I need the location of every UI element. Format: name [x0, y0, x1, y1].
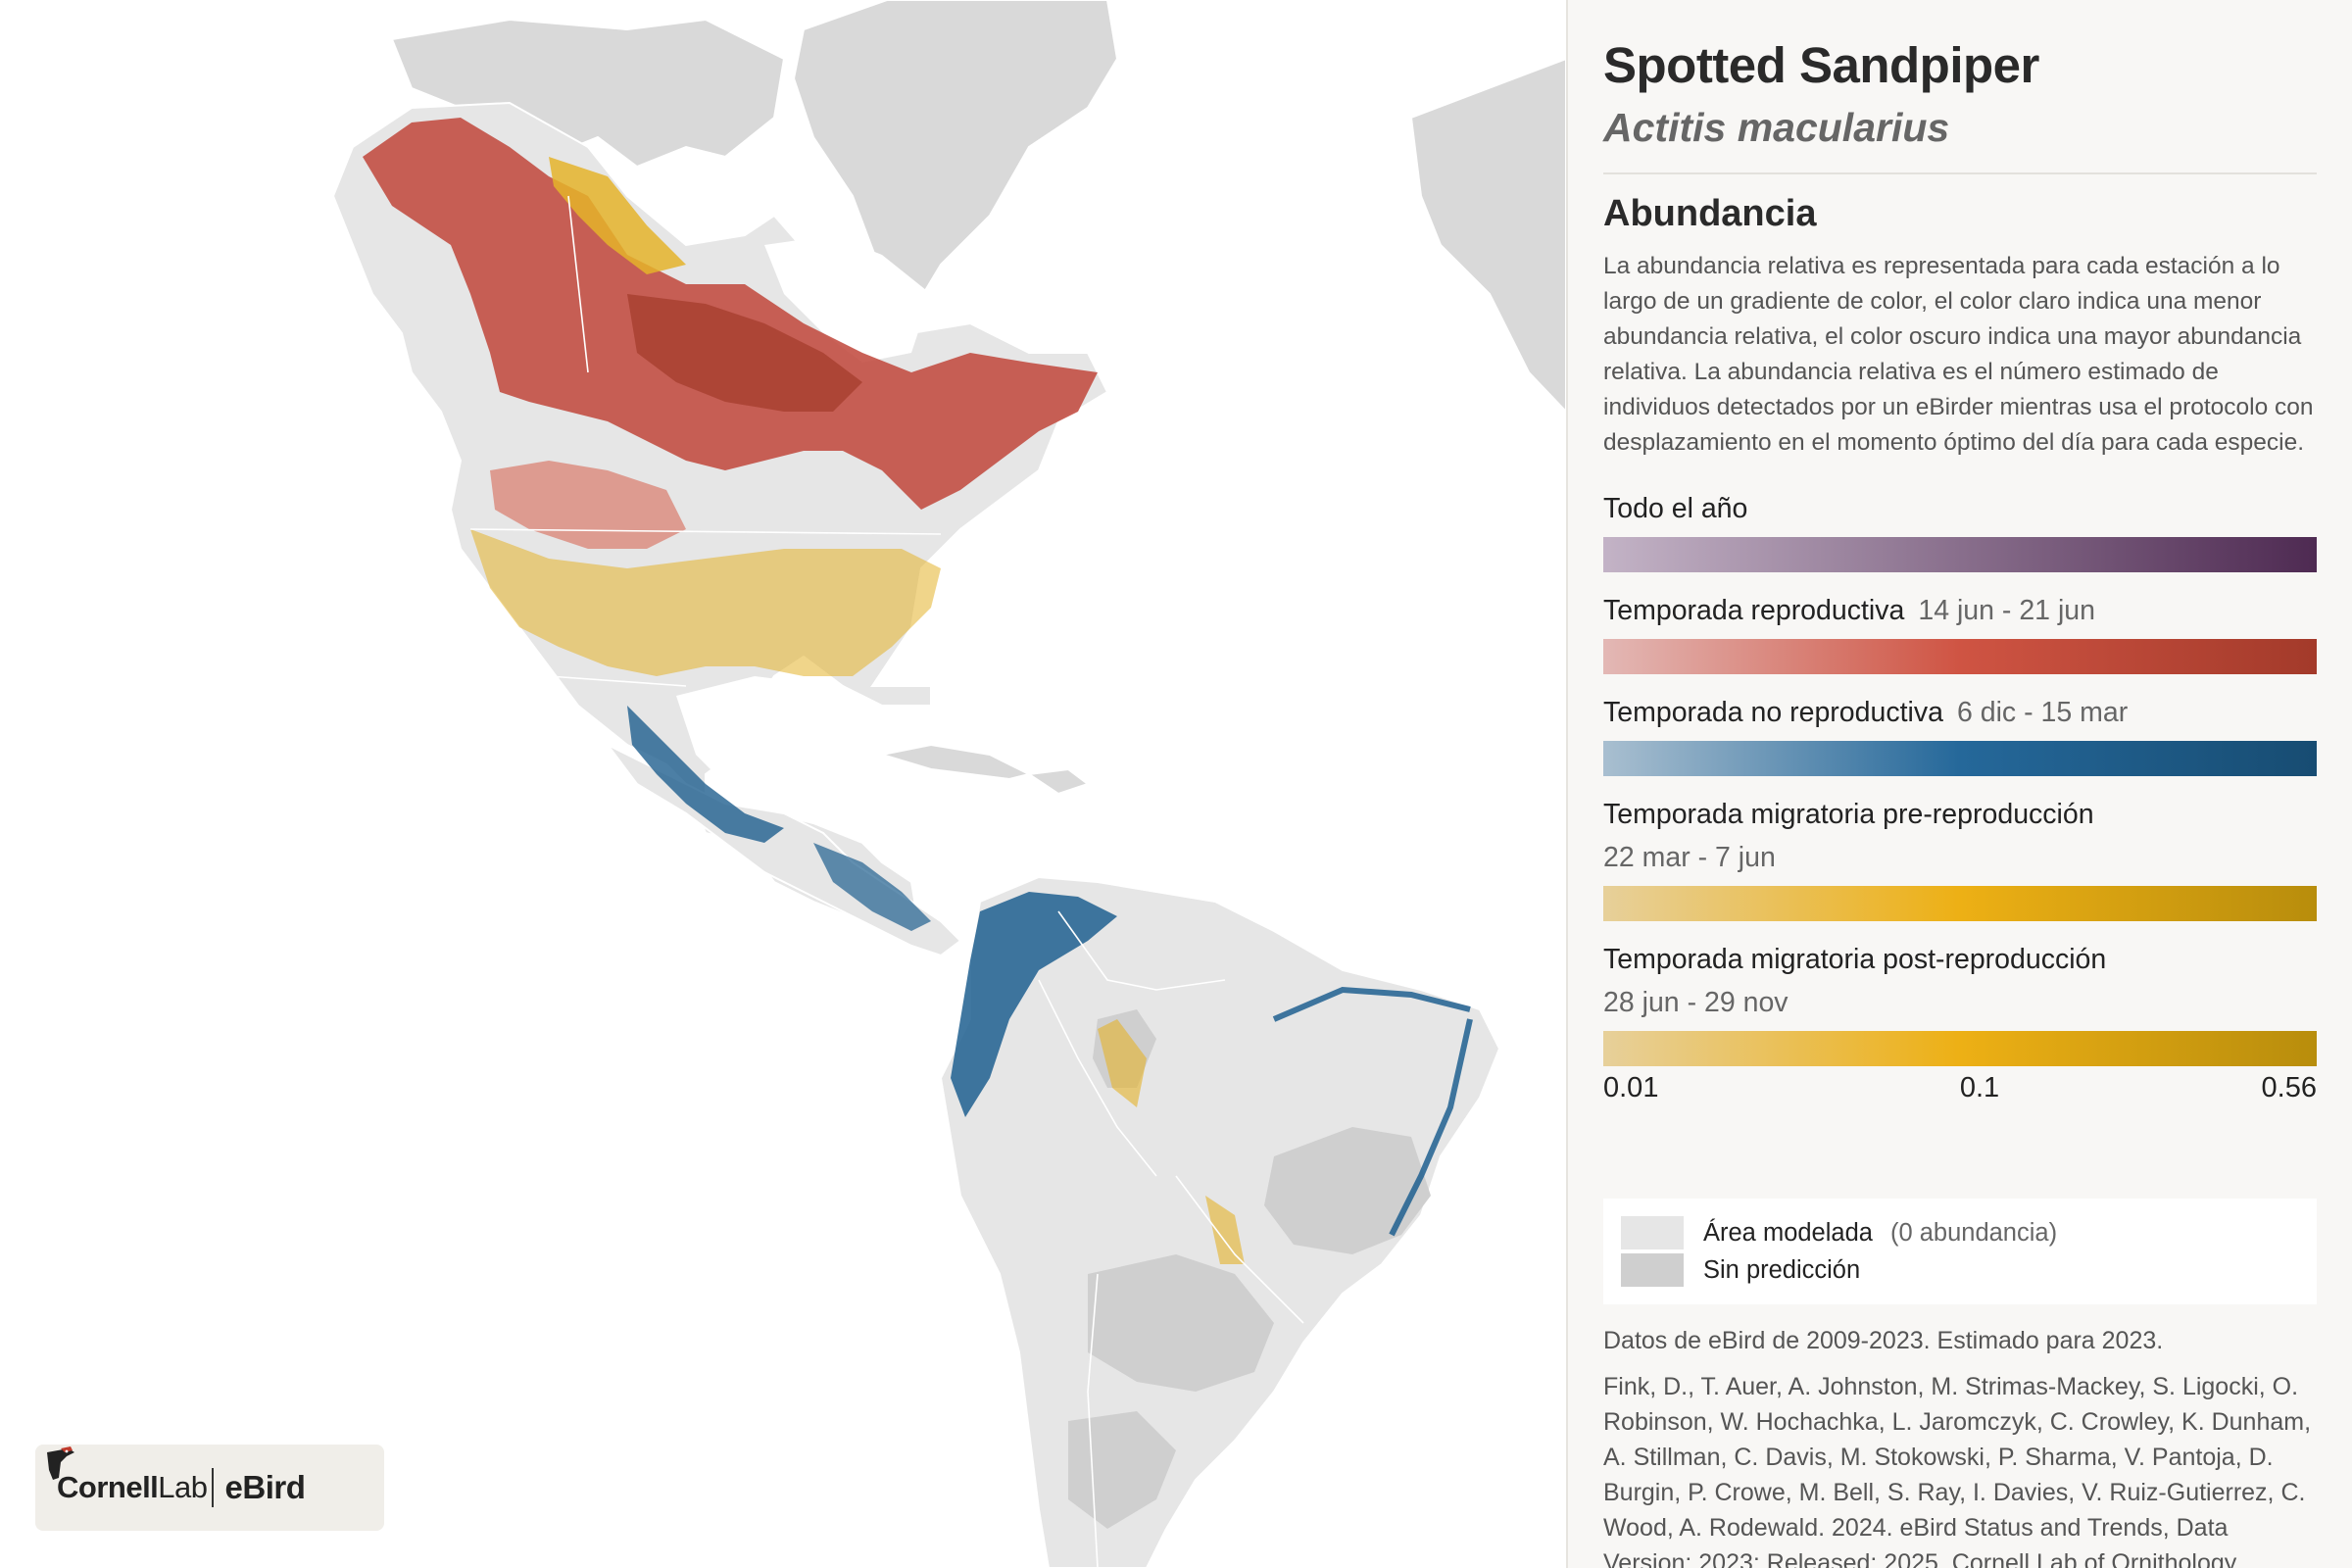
season-breeding: Temporada reproductiva 14 jun - 21 jun [1603, 592, 2317, 674]
ebird-wordmark: eBird [224, 1469, 306, 1505]
season-dates: 6 dic - 15 mar [1956, 697, 2129, 728]
nonbreeding-range-mexico [627, 706, 784, 843]
data-source-text: Datos de eBird de 2009-2023. Estimado pa… [1603, 1327, 2164, 1354]
season-label: Todo el año [1603, 493, 1748, 524]
season-color-bar [1603, 741, 2317, 776]
season-nonbreeding: Temporada no reproductiva 6 dic - 15 mar [1603, 694, 2317, 776]
cuba [881, 743, 1032, 781]
season-label: Temporada migratoria post-reproducción [1603, 944, 2107, 975]
breeding-range-patch [627, 294, 862, 412]
no-prediction-area [1264, 1127, 1431, 1254]
nonbreeding-range-andes [951, 892, 1117, 1117]
woodpecker-icon [47, 1446, 74, 1480]
scale-tick-max: 0.56 [2261, 1072, 2317, 1103]
abundance-scale-ticks: 0.01 0.1 0.56 [1603, 1072, 2317, 1104]
logo-divider [211, 1468, 214, 1507]
scale-tick-mid: 0.1 [1959, 1072, 2000, 1103]
season-color-bar [1603, 1031, 2317, 1066]
season-year-round: Todo el año [1603, 490, 2317, 572]
no-prediction-area [1068, 1411, 1176, 1529]
species-scientific-name: Actitis macularius [1603, 105, 1950, 150]
divider [1603, 172, 2317, 174]
season-color-bar [1603, 537, 2317, 572]
hispaniola [1026, 767, 1091, 796]
scale-tick-min: 0.01 [1603, 1072, 1659, 1103]
abundance-description: La abundancia relativa es representada p… [1603, 253, 2314, 456]
species-common-name: Spotted Sandpiper [1603, 37, 2039, 93]
season-postbreeding-migration: Temporada migratoria post-reproducción 2… [1603, 941, 2317, 1066]
season-label: Temporada no reproductiva [1603, 697, 1943, 728]
season-dates: 28 jun - 29 nov [1603, 987, 1788, 1018]
gulf-of-mexico [676, 676, 902, 784]
season-color-bar [1603, 886, 2317, 921]
abundance-title: Abundancia [1603, 193, 1817, 234]
modeled-area-label: Área modelada [1703, 1218, 1873, 1247]
season-dates: 22 mar - 7 jun [1603, 842, 1776, 873]
modeled-area-note: (0 abundancia) [1889, 1218, 2058, 1247]
cornell-ebird-logo[interactable]: CornellLab eBird [35, 1445, 384, 1531]
range-map[interactable]: CornellLab eBird [0, 0, 1566, 1568]
season-legend: Todo el año Temporada reproductiva 14 jun… [1603, 490, 2317, 1104]
no-prediction-area [1088, 1254, 1274, 1392]
cornell-lab-wordmark: CornellLab [57, 1470, 208, 1504]
hudson-bay [764, 235, 931, 363]
greenland-landmass [792, 0, 1119, 316]
nonbreeding-range-coast [1272, 986, 1473, 1237]
migration-range-sa [1098, 1019, 1147, 1107]
breeding-range-patch [490, 461, 686, 549]
season-prebreeding-migration: Temporada migratoria pre-reproducción 22… [1603, 796, 2317, 921]
map-canvas [331, 0, 1566, 1568]
legend-modeled-area: Área modelada (0 abundancia) [1621, 1214, 2299, 1251]
legend-no-prediction: Sin predicción [1621, 1251, 2299, 1289]
migration-range-north [549, 157, 686, 274]
country-borders [469, 195, 1304, 1568]
migration-range-us [470, 529, 941, 676]
no-prediction-swatch [1621, 1253, 1684, 1287]
nonbreeding-range-camerica [813, 843, 931, 931]
europe-edge [1409, 57, 1566, 414]
legend-panel: Spotted Sandpiper Actitis macularius Abu… [1566, 0, 2352, 1568]
season-color-bar [1603, 639, 2317, 674]
season-label: Temporada migratoria pre-reproducción [1603, 799, 2094, 830]
citation-text: Fink, D., T. Auer, A. Johnston, M. Strim… [1603, 1373, 2312, 1568]
no-prediction-label: Sin predicción [1703, 1255, 1861, 1284]
area-legend: Área modelada (0 abundancia) Sin predicc… [1603, 1199, 2317, 1304]
modeled-area-swatch [1621, 1216, 1684, 1250]
season-label: Temporada reproductiva [1603, 595, 1905, 626]
season-dates: 14 jun - 21 jun [1918, 595, 2095, 626]
migration-range-sa [1205, 1196, 1245, 1264]
